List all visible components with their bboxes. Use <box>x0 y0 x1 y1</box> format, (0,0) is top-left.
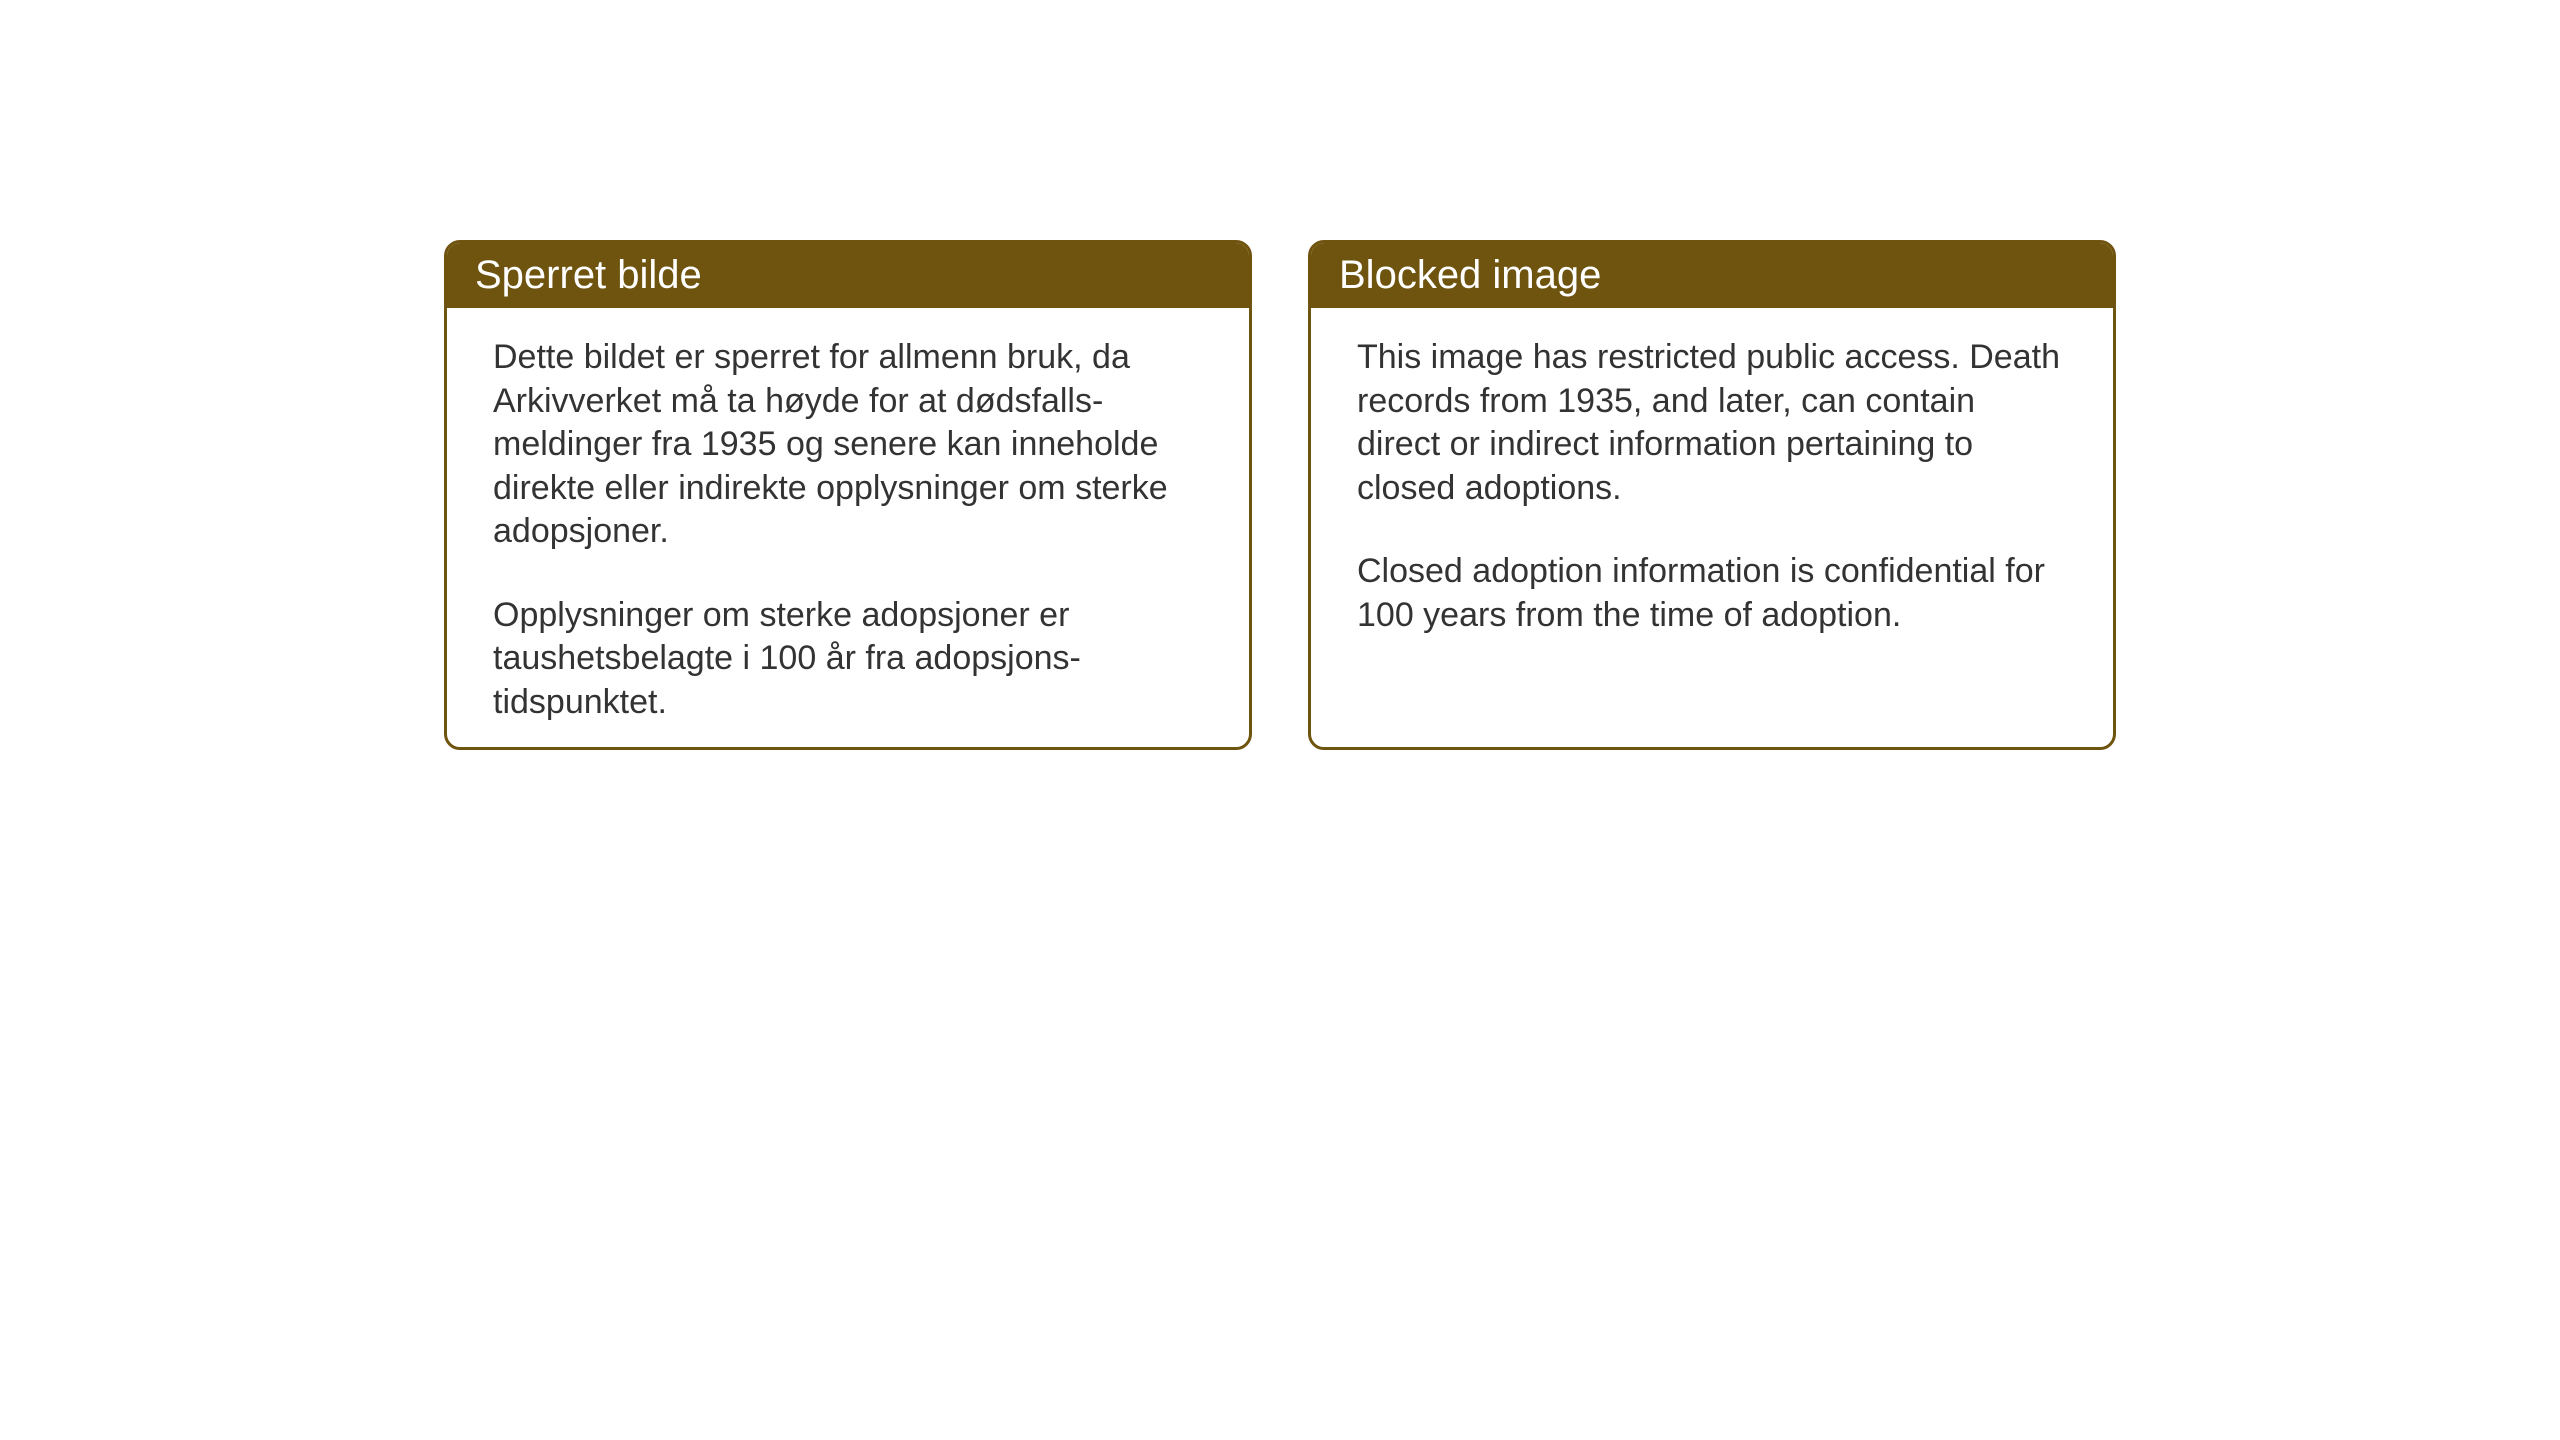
card-english-header: Blocked image <box>1311 243 2113 308</box>
card-english-title: Blocked image <box>1339 253 1601 297</box>
card-norwegian-body: Dette bildet er sperret for allmenn bruk… <box>447 308 1249 750</box>
card-norwegian-paragraph-1: Dette bildet er sperret for allmenn bruk… <box>493 336 1203 554</box>
cards-container: Sperret bilde Dette bildet er sperret fo… <box>444 240 2116 750</box>
card-norwegian: Sperret bilde Dette bildet er sperret fo… <box>444 240 1252 750</box>
card-norwegian-paragraph-2: Opplysninger om sterke adopsjoner er tau… <box>493 594 1203 725</box>
card-norwegian-header: Sperret bilde <box>447 243 1249 308</box>
card-english-paragraph-2: Closed adoption information is confident… <box>1357 550 2067 637</box>
card-norwegian-title: Sperret bilde <box>475 253 702 297</box>
card-english: Blocked image This image has restricted … <box>1308 240 2116 750</box>
card-english-paragraph-1: This image has restricted public access.… <box>1357 336 2067 510</box>
card-english-body: This image has restricted public access.… <box>1311 308 2113 673</box>
